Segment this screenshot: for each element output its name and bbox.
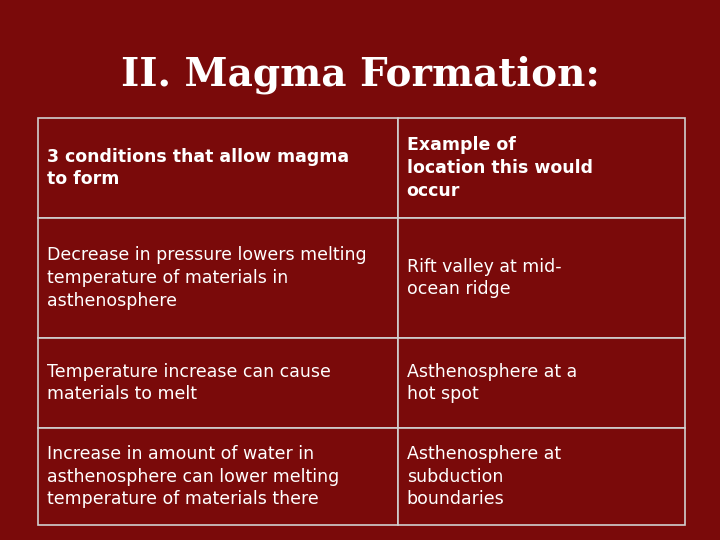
Bar (398, 428, 685, 525)
Bar (38, 428, 398, 525)
Text: Increase in amount of water in
asthenosphere can lower melting
temperature of ma: Increase in amount of water in asthenosp… (47, 444, 339, 508)
Text: Asthenosphere at
subduction
boundaries: Asthenosphere at subduction boundaries (407, 444, 561, 508)
Bar (38, 338, 398, 428)
Bar (398, 338, 685, 428)
Text: Decrease in pressure lowers melting
temperature of materials in
asthenosphere: Decrease in pressure lowers melting temp… (47, 246, 366, 310)
Text: Temperature increase can cause
materials to melt: Temperature increase can cause materials… (47, 362, 330, 403)
Text: Example of
location this would
occur: Example of location this would occur (407, 136, 593, 200)
Text: Rift valley at mid-
ocean ridge: Rift valley at mid- ocean ridge (407, 258, 562, 299)
Text: Asthenosphere at a
hot spot: Asthenosphere at a hot spot (407, 362, 577, 403)
Text: 3 conditions that allow magma
to form: 3 conditions that allow magma to form (47, 147, 348, 188)
Bar (38, 218, 398, 338)
Bar (398, 218, 685, 338)
Bar (38, 118, 398, 218)
Bar (398, 118, 685, 218)
Text: II. Magma Formation:: II. Magma Formation: (120, 56, 600, 94)
